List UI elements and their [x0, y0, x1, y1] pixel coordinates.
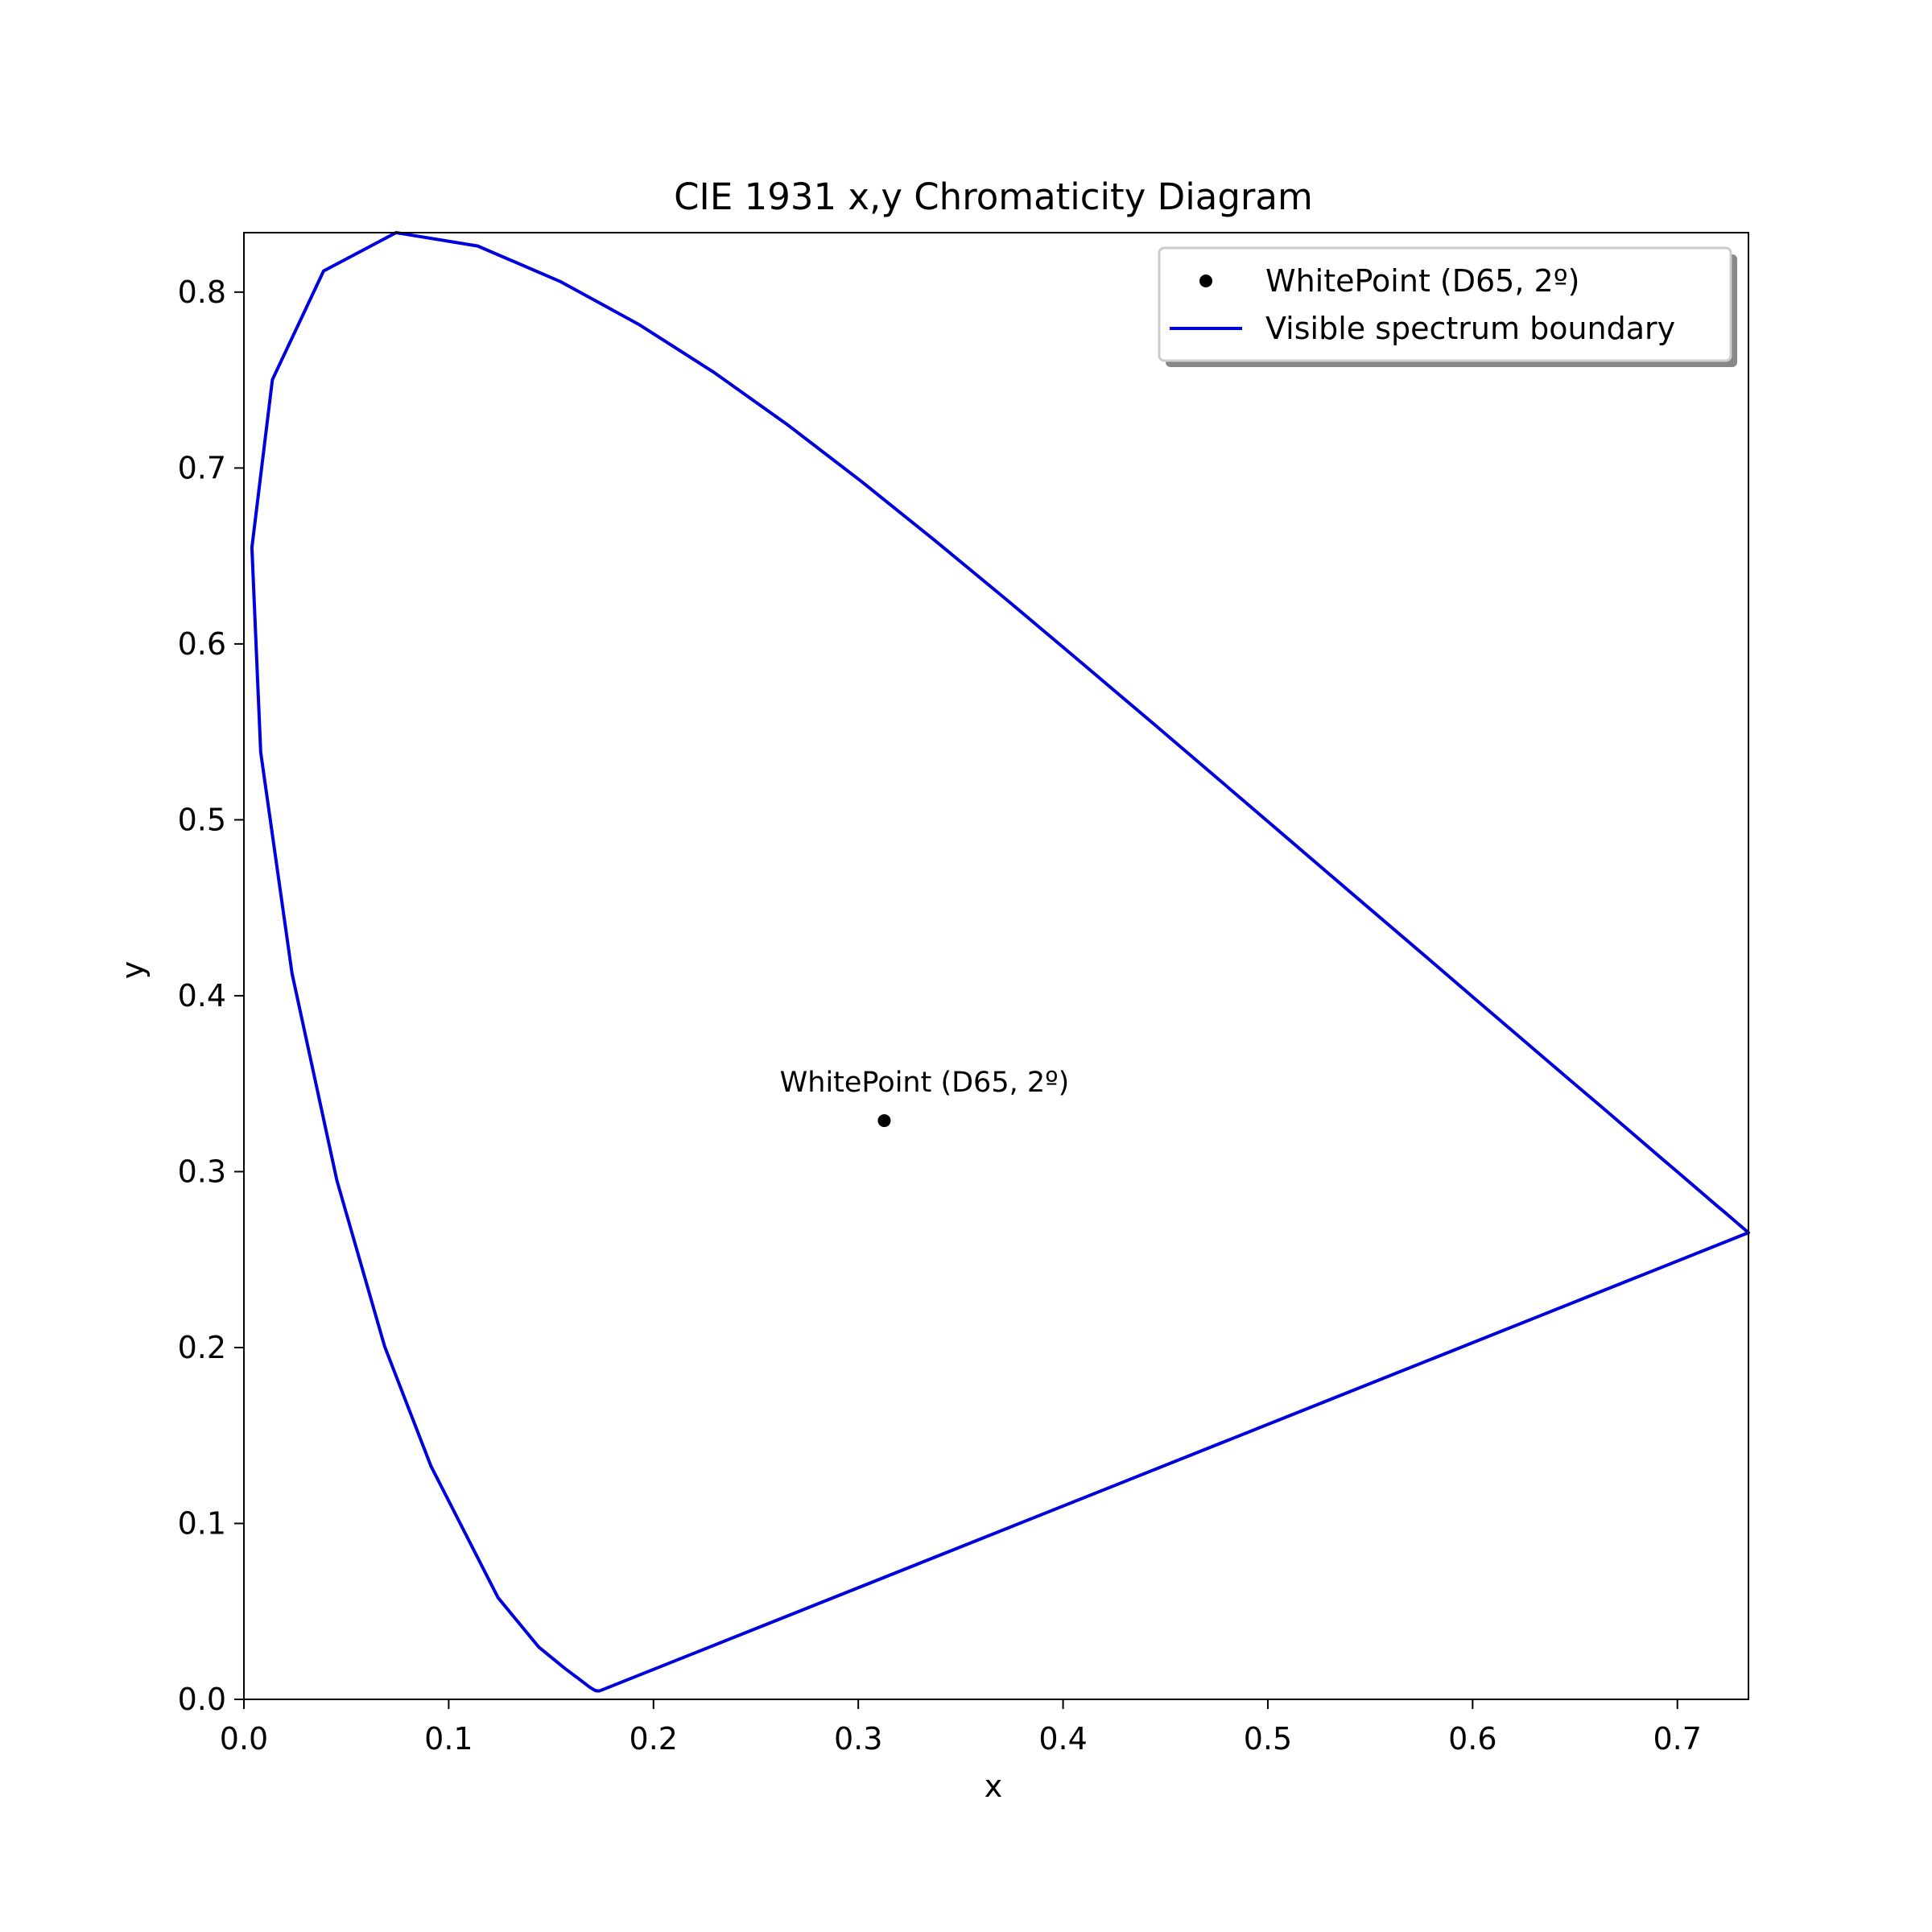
y-axis-ticks: 0.0 0.1 0.2 0.3 0.4 0.5 0.6 0.7 0.8	[178, 275, 244, 1717]
x-axis-ticks: 0.0 0.1 0.2 0.3 0.4 0.5 0.6 0.7	[220, 1699, 1702, 1757]
y-tick-label: 0.3	[178, 1154, 226, 1189]
x-tick-label: 0.4	[1038, 1721, 1087, 1757]
y-tick-label: 0.2	[178, 1330, 226, 1365]
y-tick-label: 0.6	[178, 626, 226, 662]
x-tick-label: 0.2	[630, 1721, 678, 1757]
legend-label-boundary: Visible spectrum boundary	[1265, 311, 1675, 346]
annotation-whitepoint: WhitePoint (D65, 2º)	[780, 1067, 1070, 1099]
x-tick-label: 0.3	[834, 1721, 882, 1757]
x-tick-label: 0.6	[1448, 1721, 1496, 1757]
x-tick-label: 0.0	[220, 1721, 268, 1757]
y-tick-label: 0.8	[178, 275, 226, 310]
y-axis-label: y	[115, 961, 151, 980]
chart-title: CIE 1931 x,y Chromaticity Diagram	[674, 175, 1313, 218]
x-tick-label: 0.7	[1653, 1721, 1702, 1757]
legend-box	[1158, 246, 1732, 362]
y-tick-label: 0.4	[178, 978, 226, 1013]
y-tick-label: 0.5	[178, 802, 226, 837]
axes-frame	[243, 232, 1749, 1700]
series-line-spectrum-boundary	[250, 231, 1750, 1693]
x-axis-label: x	[985, 1769, 1003, 1804]
data-point-whitepoint	[877, 1114, 891, 1128]
legend: WhitePoint (D65, 2º) Visible spectrum bo…	[1158, 246, 1737, 367]
y-tick-label: 0.0	[178, 1682, 226, 1717]
x-tick-label: 0.1	[424, 1721, 473, 1757]
y-tick-label: 0.1	[178, 1505, 226, 1541]
legend-label-whitepoint: WhitePoint (D65, 2º)	[1265, 263, 1579, 299]
legend-marker-whitepoint	[1199, 275, 1212, 287]
x-tick-label: 0.5	[1244, 1721, 1292, 1757]
y-tick-label: 0.7	[178, 450, 226, 485]
plot-area: WhitePoint (D65, 2º)	[243, 231, 1750, 1700]
